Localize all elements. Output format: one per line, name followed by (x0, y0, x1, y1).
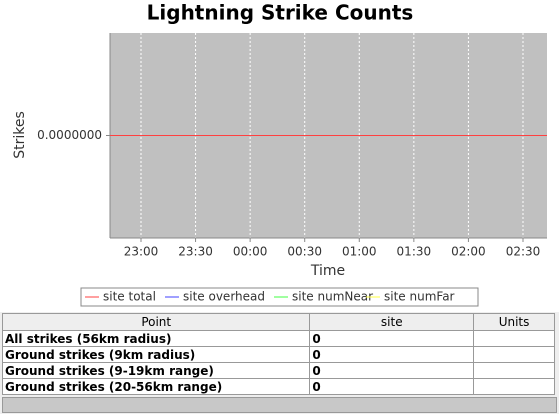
legend-label: site numNear (292, 290, 373, 304)
table-row: Ground strikes (20-56km range) 0 (1, 378, 555, 395)
x-tick-label: 00:00 (233, 245, 268, 259)
x-tick-label: 00:30 (287, 245, 322, 259)
status-bar (2, 397, 557, 413)
table-cell: All strikes (56km radius) (1, 330, 311, 347)
table-row: Ground strikes (9-19km range) 0 (1, 362, 555, 379)
x-tick-label: 23:00 (124, 245, 159, 259)
x-axis-label: Time (310, 263, 345, 279)
table: Point site Units All strikes (56km radius) 0… (1, 313, 555, 395)
table-cell (473, 362, 555, 379)
table-cell: 0 (309, 330, 475, 347)
column-header: Point (1, 313, 311, 331)
column-header: site (309, 313, 475, 331)
table-cell: 0 (309, 346, 475, 363)
x-tick-label: 01:30 (397, 245, 432, 259)
legend-label: site overhead (183, 290, 265, 304)
legend-label: site numFar (384, 290, 455, 304)
chart-title: Lightning Strike Counts (147, 1, 414, 25)
x-tick-label: 02:30 (506, 245, 541, 259)
legend-label: site total (103, 290, 156, 304)
table-cell: Ground strikes (9km radius) (1, 346, 311, 363)
header-row: Point site Units (1, 313, 555, 331)
table-cell: 0 (309, 378, 475, 395)
table-row: All strikes (56km radius) 0 (1, 330, 555, 347)
x-tick-label: 23:30 (178, 245, 213, 259)
table-cell: 0 (309, 362, 475, 379)
table-row: Ground strikes (9km radius) 0 (1, 346, 555, 363)
y-axis-label: Strikes (12, 111, 28, 159)
x-tick-label: 01:00 (342, 245, 377, 259)
chart: Lightning Strike Counts Strikes Time 23:… (0, 0, 559, 312)
table-cell (473, 378, 555, 395)
table-cell: Ground strikes (20-56km range) (1, 378, 311, 395)
x-tick-label: 02:00 (451, 245, 486, 259)
table-cell: Ground strikes (9-19km range) (1, 362, 311, 379)
table-cell (473, 346, 555, 363)
table-cell (473, 330, 555, 347)
y-tick-label: 0.0000000 (37, 128, 102, 142)
column-header: Units (473, 313, 555, 331)
